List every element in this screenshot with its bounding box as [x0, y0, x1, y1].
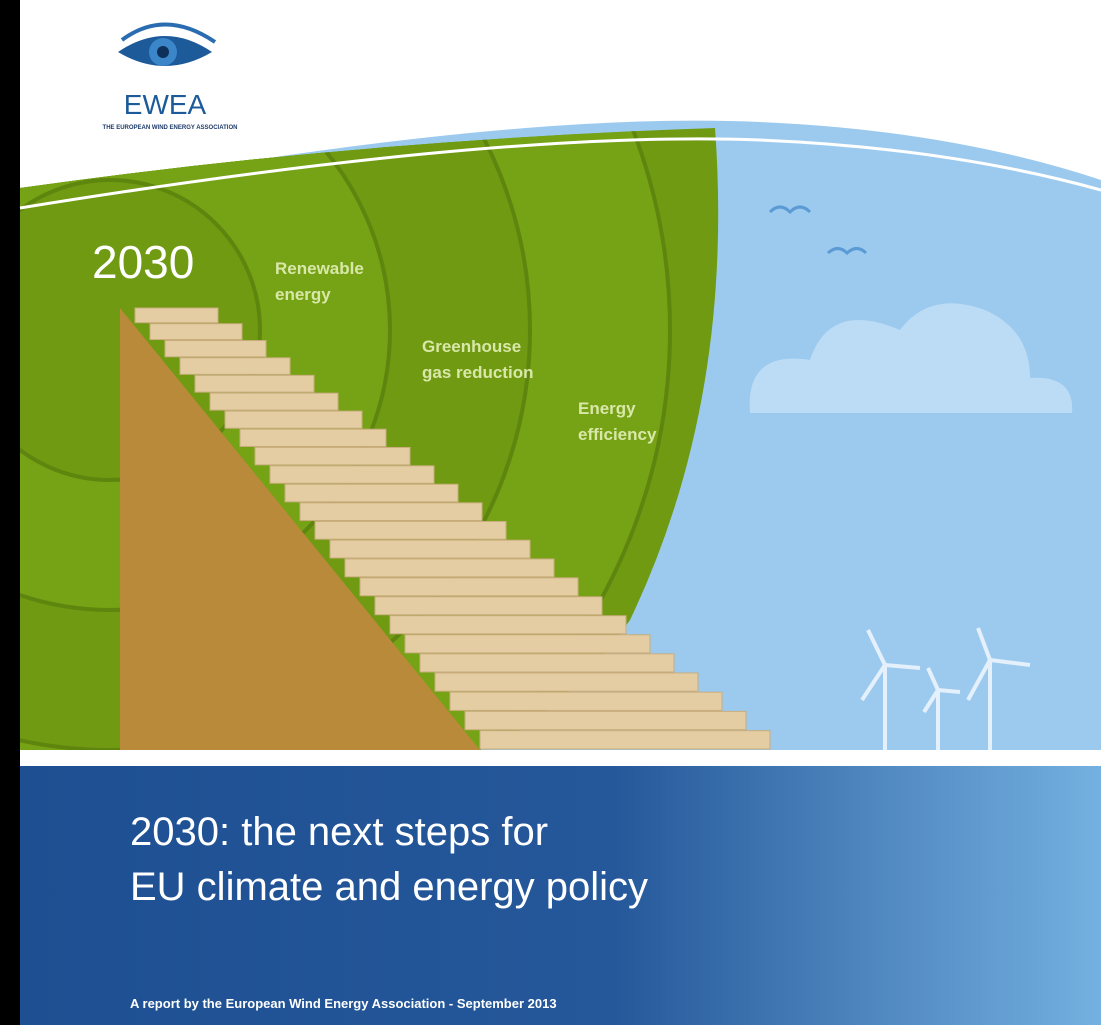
step: [225, 411, 362, 428]
label-line: efficiency: [578, 425, 657, 444]
step: [150, 324, 242, 340]
step: [450, 692, 722, 710]
step: [195, 375, 314, 392]
step: [405, 635, 650, 653]
step: [285, 484, 458, 502]
step: [180, 358, 290, 375]
step: [300, 503, 482, 521]
step: [165, 341, 266, 357]
step: [210, 393, 338, 410]
step: [135, 308, 218, 323]
label-line: Greenhouse: [422, 337, 521, 356]
step: [480, 731, 770, 749]
title-line: EU climate and energy policy: [130, 865, 648, 909]
step: [315, 521, 506, 539]
title-line: 2030: the next steps for: [130, 810, 548, 854]
year: 2030: [92, 236, 194, 288]
logo-tagline: THE EUROPEAN WIND ENERGY ASSOCIATION: [103, 125, 238, 131]
step: [255, 447, 410, 464]
step: [390, 616, 626, 634]
page: EWEA THE EUROPEAN WIND ENERGY ASSOCIATIO…: [0, 0, 1101, 1025]
step: [375, 597, 602, 615]
step: [270, 466, 434, 483]
step: [330, 540, 530, 558]
step: [420, 654, 674, 672]
subtitle: A report by the European Wind Energy Ass…: [130, 996, 557, 1011]
cover: EWEA THE EUROPEAN WIND ENERGY ASSOCIATIO…: [0, 0, 1101, 1025]
label-line: Energy: [578, 399, 636, 418]
left-bar: [0, 0, 20, 1025]
step: [345, 559, 554, 577]
label-line: gas reduction: [422, 363, 533, 382]
label-line: Renewable: [275, 259, 364, 278]
step: [360, 578, 578, 596]
logo: [118, 24, 215, 66]
step: [435, 673, 698, 691]
step: [465, 711, 746, 729]
logo-name: EWEA: [124, 89, 207, 120]
step: [240, 429, 386, 446]
label-line: energy: [275, 285, 331, 304]
